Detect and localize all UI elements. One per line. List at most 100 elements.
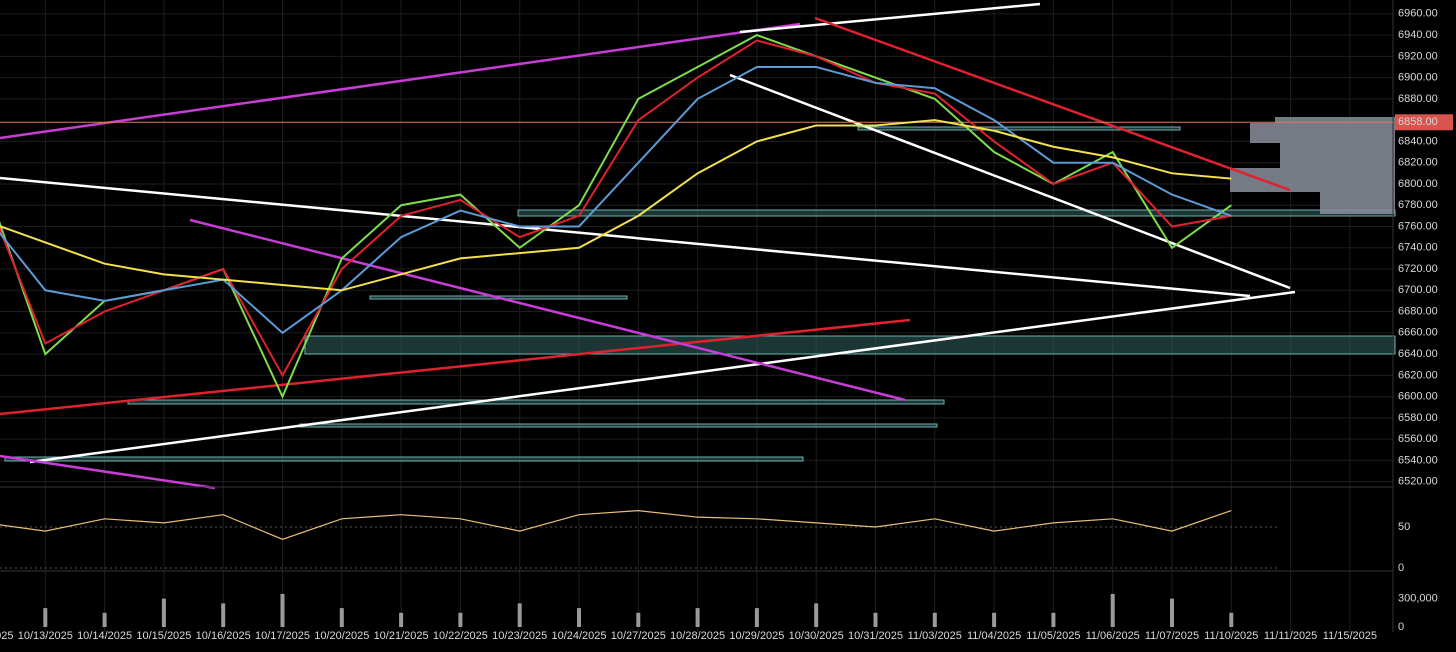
volume-bar [754,608,759,627]
x-tick-label: 11/10/2025 [1204,630,1258,642]
y-tick-label: 6520.00 [1398,476,1438,488]
y-tick-label: 6720.00 [1398,263,1438,275]
x-tick-label: 11/15/2025 [1323,630,1377,642]
last-price-box [1395,114,1453,131]
x-tick-label: 11/03/2025 [908,630,962,642]
series-line [0,509,1232,540]
y-tick-label: 6620.00 [1398,369,1438,381]
x-tick-label: 10/14/2025 [77,630,132,642]
profile-bar [1320,192,1395,214]
volume-bar [280,593,285,627]
x-tick-label: 10/29/2025 [729,630,784,642]
volume-bar [399,612,404,627]
zone [4,456,804,462]
trendline [29,290,1296,464]
x-tick-label: 10/23/2025 [492,630,547,642]
x-tick-label: 11/05/2025 [1026,630,1080,642]
y-tick-label: 6600.00 [1398,391,1438,403]
trendline [0,22,801,140]
trendline [729,73,1291,290]
trendline [0,318,911,416]
volume-bar [339,608,344,627]
x-tick-label: 10/15/2025 [136,630,191,642]
x-tick-label: 10/17/2025 [255,630,310,642]
y-tick-label: 6800.00 [1398,178,1438,190]
y-tick-label: 6820.00 [1398,157,1438,169]
last-price-label: 6858.00 [1398,116,1438,128]
zone [127,399,945,405]
x-tick-label: 11/06/2025 [1086,630,1140,642]
y-tick-label: 50 [1398,521,1410,533]
x-tick-label: 10/16/2025 [196,630,251,642]
volume-bar [161,598,166,627]
x-tick-label: 11/04/2025 [967,630,1021,642]
trendlines [0,2,1296,490]
volume-bar [102,612,107,627]
y-tick-label: 6640.00 [1398,348,1438,360]
y-tick-label: 6680.00 [1398,305,1438,317]
x-tick-label: 10/20/2025 [314,630,369,642]
y-tick-label: 6760.00 [1398,220,1438,232]
x-tick-label: 10/31/2025 [848,630,903,642]
volume-bar [577,608,581,627]
volume-bar [814,603,819,627]
y-tick-label: 6700.00 [1398,284,1438,296]
volume-bar [636,612,641,627]
series-line [0,119,1232,292]
y-tick-label: 6880.00 [1398,93,1438,105]
y-tick-label: 6580.00 [1398,412,1438,424]
zone [299,423,938,428]
volume-bar [1110,593,1115,627]
trendline [0,176,1251,298]
profile-bar [1280,143,1395,168]
trendline [739,2,1041,34]
y-tick-label: 6920.00 [1398,50,1438,62]
volume-bar [1170,598,1174,627]
y-tick-label: 6540.00 [1398,454,1438,466]
x-tick-label: 10/28/2025 [670,630,725,642]
y-tick-label: 6840.00 [1398,135,1438,147]
volume-bar [458,612,463,627]
zones [4,126,1396,462]
y-tick-label: 6940.00 [1398,29,1438,41]
x-tick-label: 10/24/2025 [551,630,606,642]
zone [857,126,1181,131]
y-tick-label: 6660.00 [1398,327,1438,339]
y-tick-label: 300,000 [1398,593,1438,605]
zone [517,209,1396,217]
x-tick-label: 10/10/2025 [0,630,14,642]
profile-bar [1275,117,1395,123]
grid [0,0,1393,632]
y-tick-label: 6560.00 [1398,433,1438,445]
volume-bar [517,603,522,627]
volume-bar [43,608,48,627]
volume-bar [1229,612,1234,627]
x-tick-label: 10/27/2025 [611,630,666,642]
y-tick-label: 0 [1398,621,1404,633]
volume-bar [695,608,700,627]
x-tick-label: 10/13/2025 [18,630,73,642]
x-tick-label: 10/21/2025 [374,630,429,642]
trendline [189,218,906,402]
y-tick-label: 6740.00 [1398,242,1438,254]
x-tick-label: 10/22/2025 [433,630,488,642]
x-tick-label: 11/11/2025 [1264,630,1317,642]
volume-bar [992,612,997,627]
y-tick-label: 6780.00 [1398,199,1438,211]
x-tick-label: 11/07/2025 [1145,630,1199,642]
series-line [0,39,1232,378]
y-tick-label: 0 [1398,562,1404,574]
trendline [0,454,216,490]
volume-bar [1051,612,1056,627]
trendline [814,16,1291,192]
profile-bar [1250,123,1395,143]
volume-bar [221,603,226,627]
series-line [0,65,1232,335]
profile-bar [1230,168,1395,192]
volume-profile [1230,117,1395,214]
x-tick-label: 10/30/2025 [789,630,844,642]
y-tick-label: 6900.00 [1398,72,1438,84]
volume-bar [873,612,878,627]
y-tick-label: 6960.00 [1398,8,1438,20]
